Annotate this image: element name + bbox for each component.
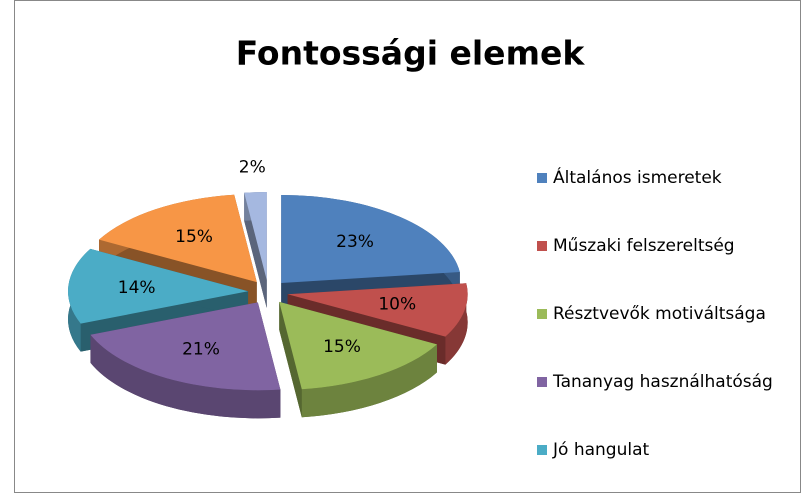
slice-edge (279, 301, 302, 418)
slice (287, 283, 468, 337)
slice-wall (445, 283, 468, 365)
slice (244, 192, 267, 281)
slice (90, 302, 281, 391)
slice-group (90, 302, 281, 419)
slice-edge (244, 192, 267, 309)
legend-swatch (537, 173, 547, 183)
legend-label: Tananyag használhatóság (552, 372, 773, 392)
data-label: 21% (182, 339, 220, 359)
slice-group (279, 301, 437, 418)
chart-title: Fontossági elemek (236, 34, 586, 73)
legend-label: Általános ismeretek (553, 166, 722, 188)
data-label: 2% (239, 158, 266, 178)
slice (68, 248, 249, 324)
data-label: 23% (336, 232, 374, 252)
legend-label: Műszaki felszereltség (553, 236, 735, 256)
data-label: 10% (378, 294, 416, 314)
slice-group (244, 192, 267, 309)
data-label: 15% (175, 227, 213, 247)
slice (279, 301, 437, 390)
legend-swatch (537, 241, 547, 251)
legend-label: Jó hangulat (552, 440, 649, 460)
legend-swatch (537, 377, 547, 387)
slice (281, 194, 460, 283)
data-label: 15% (323, 337, 361, 357)
slice-wall (301, 344, 437, 418)
legend-label: Résztvevők motiváltsága (553, 304, 766, 324)
data-label: 14% (118, 278, 156, 298)
slice (99, 194, 257, 283)
legend-swatch (537, 445, 547, 455)
legend-swatch (537, 309, 547, 319)
slice-wall (90, 334, 281, 419)
